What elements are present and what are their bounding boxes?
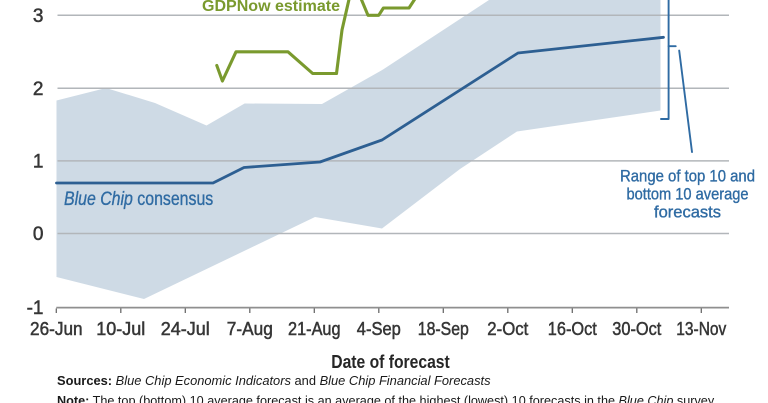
svg-text:26-Jun: 26-Jun <box>30 319 83 339</box>
svg-text:2-Oct: 2-Oct <box>487 319 528 339</box>
svg-text:13-Nov: 13-Nov <box>676 319 726 339</box>
svg-text:GDPNow estimate: GDPNow estimate <box>202 0 340 15</box>
svg-text:4-Sep: 4-Sep <box>357 319 401 339</box>
svg-text:forecasts: forecasts <box>654 204 721 222</box>
svg-text:1: 1 <box>33 152 44 173</box>
svg-text:0: 0 <box>33 224 44 245</box>
svg-text:18-Sep: 18-Sep <box>418 319 469 339</box>
svg-text:7-Aug: 7-Aug <box>227 319 273 339</box>
svg-text:16-Oct: 16-Oct <box>548 319 597 339</box>
svg-text:Range of top 10 and: Range of top 10 and <box>620 167 755 185</box>
svg-text:21-Aug: 21-Aug <box>288 319 341 339</box>
svg-text:Date of forecast: Date of forecast <box>331 352 450 372</box>
svg-text:2: 2 <box>33 79 44 100</box>
svg-text:30-Oct: 30-Oct <box>612 319 661 339</box>
svg-text:-1: -1 <box>27 298 44 319</box>
svg-text:24-Jul: 24-Jul <box>161 319 210 339</box>
svg-text:3: 3 <box>33 6 44 27</box>
svg-text:bottom 10 average: bottom 10 average <box>627 186 749 204</box>
svg-text:10-Jul: 10-Jul <box>96 319 145 339</box>
